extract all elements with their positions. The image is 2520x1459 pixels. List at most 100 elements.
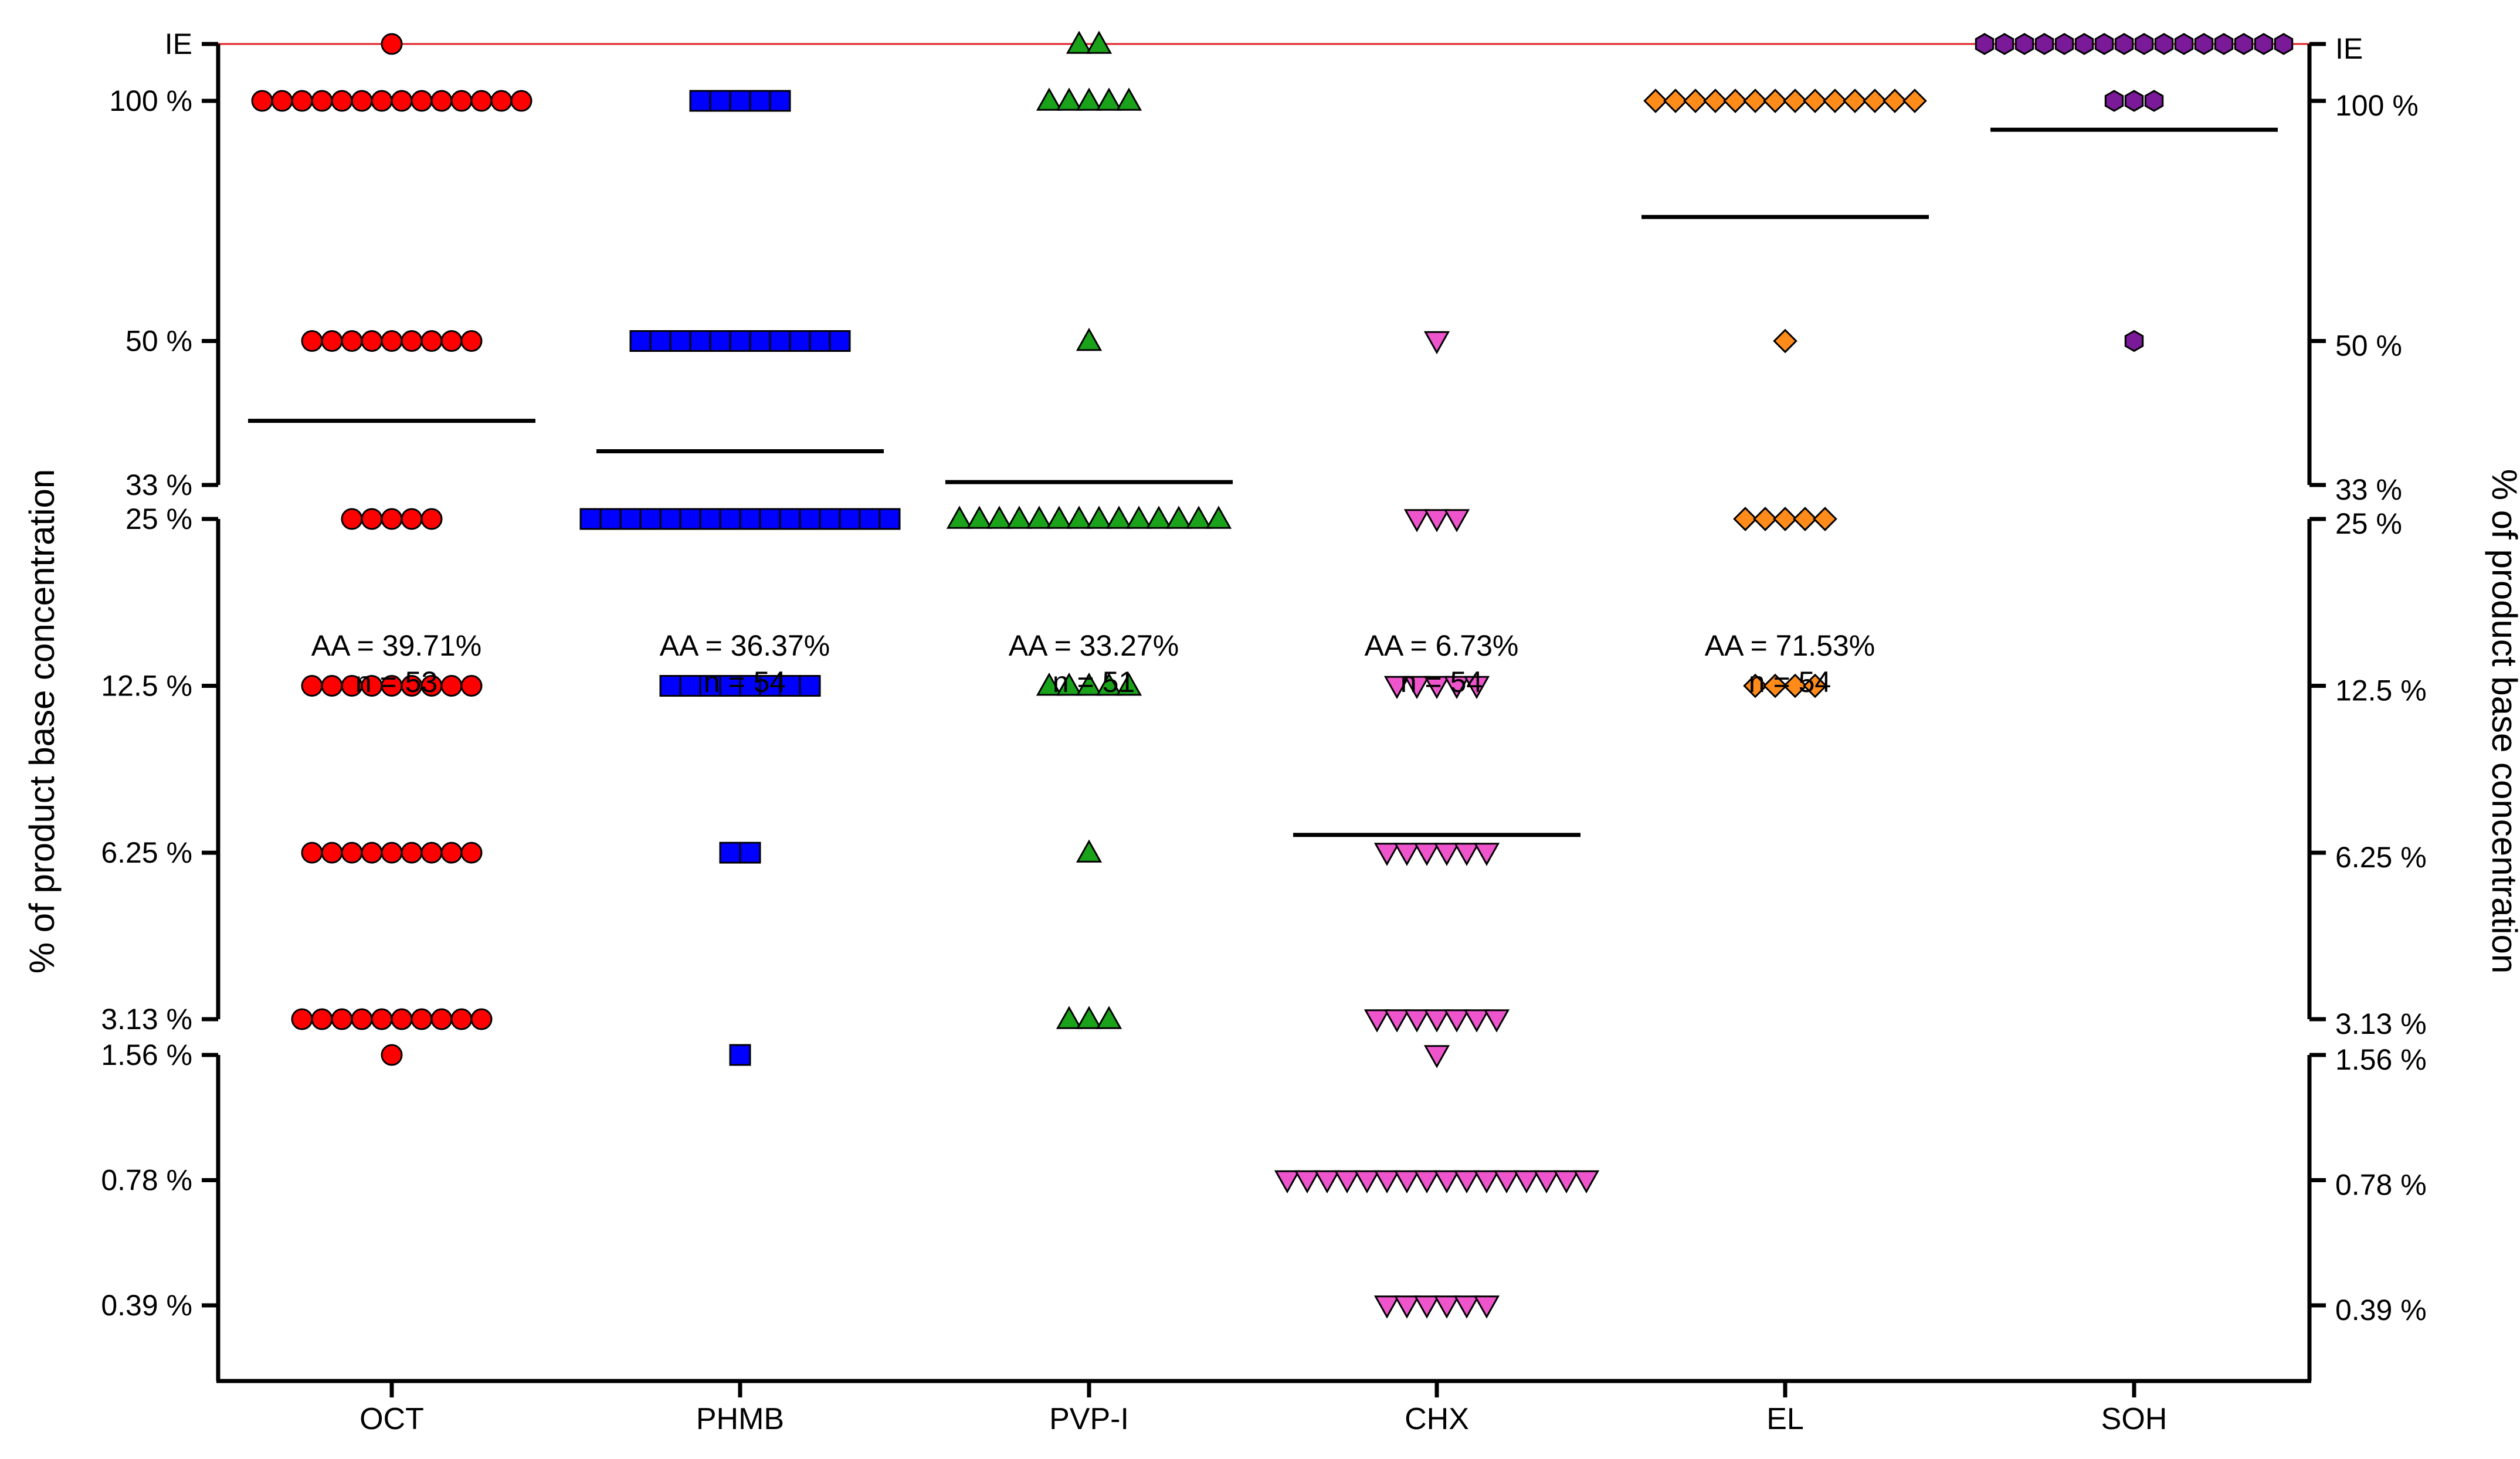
data-point-hexagon <box>2144 90 2164 112</box>
annotation-n: n = 54 <box>1749 666 1831 698</box>
data-point-diamond <box>1823 89 1847 113</box>
data-point-circle <box>251 90 273 112</box>
data-point-diamond <box>1753 507 1778 531</box>
data-point-circle <box>381 330 403 352</box>
data-point-circle <box>361 508 383 530</box>
data-point-circle <box>411 1008 433 1030</box>
data-point-circle <box>371 90 393 112</box>
data-point-triangle-down <box>1383 1009 1410 1033</box>
data-point-circle <box>381 33 403 55</box>
data-point-triangle-down <box>1373 1170 1400 1194</box>
data-point-circle <box>291 90 313 112</box>
data-point-diamond <box>1863 89 1887 113</box>
data-point-diamond <box>1723 89 1748 113</box>
data-point-circle <box>311 1008 333 1030</box>
data-point-square <box>829 330 851 352</box>
x-tick-label: EL <box>1766 1402 1804 1436</box>
data-point-triangle-up <box>1205 505 1232 529</box>
y-tick-label-right: 12.5 % <box>2335 674 2427 707</box>
data-point-circle <box>510 90 533 112</box>
data-point-triangle-up <box>1036 672 1063 696</box>
data-point-triangle-down <box>1473 1170 1500 1194</box>
data-point-square <box>729 330 751 352</box>
data-point-circle <box>291 1008 313 1030</box>
data-point-triangle-down <box>1413 843 1440 866</box>
data-point-circle <box>361 842 383 864</box>
x-tick-label: PHMB <box>696 1402 784 1436</box>
data-point-diamond <box>1763 673 1788 698</box>
data-point-circle <box>321 330 343 352</box>
data-point-triangle-up <box>1086 505 1113 529</box>
data-point-triangle-down <box>1354 1170 1381 1194</box>
data-point-circle <box>381 508 403 530</box>
data-point-square <box>619 508 642 530</box>
data-point-triangle-up <box>1125 505 1152 529</box>
data-point-square <box>779 508 801 530</box>
data-point-hexagon <box>2114 33 2134 55</box>
data-point-circle <box>440 330 463 352</box>
data-point-square <box>729 90 751 112</box>
data-point-triangle-up <box>1066 30 1093 54</box>
data-point-triangle-down <box>1443 1009 1470 1033</box>
data-point-square <box>749 90 771 112</box>
data-point-circle <box>401 330 423 352</box>
data-point-square <box>679 508 701 530</box>
axes <box>202 42 2326 1397</box>
mean-lines <box>248 127 2278 837</box>
annotation-n: n = 54 <box>704 666 786 698</box>
data-point-triangle-down <box>1463 676 1490 700</box>
y-tick-label-left: 33 % <box>126 469 192 501</box>
y-tick-label-left: 100 % <box>109 84 192 117</box>
data-point-triangle-down <box>1423 1009 1450 1033</box>
data-point-diamond <box>1683 89 1708 113</box>
data-point-circle <box>331 90 353 112</box>
data-point-circle <box>321 675 343 697</box>
series-EL <box>1643 89 1927 698</box>
y-tick-label-right: IE <box>2335 32 2363 65</box>
data-point-triangle-up <box>1105 505 1132 529</box>
data-point-triangle-down <box>1383 676 1410 700</box>
series-OCT <box>251 33 533 1066</box>
data-point-triangle-up <box>1076 327 1103 351</box>
data-point-square <box>709 90 731 112</box>
data-point-square <box>809 330 831 352</box>
data-point-diamond <box>1783 673 1807 698</box>
annotation-n: n = 53 <box>355 666 437 698</box>
data-point-circle <box>401 842 423 864</box>
data-point-hexagon <box>2094 33 2114 55</box>
data-point-hexagon <box>1975 33 1995 55</box>
data-point-square <box>879 508 901 530</box>
data-point-triangle-down <box>1423 676 1450 700</box>
data-point-circle <box>331 1008 353 1030</box>
data-point-circle <box>321 842 343 864</box>
annotation-aa: AA = 33.27% <box>1009 629 1179 662</box>
data-point-circle <box>490 90 513 112</box>
data-point-triangle-down <box>1463 1009 1490 1033</box>
data-point-circle <box>430 1008 453 1030</box>
data-point-triangle-down <box>1533 1170 1560 1194</box>
data-point-triangle-up <box>1086 30 1113 54</box>
data-point-circle <box>460 330 483 352</box>
data-point-circle <box>450 1008 473 1030</box>
data-point-triangle-down <box>1433 1170 1460 1194</box>
data-point-square <box>789 330 811 352</box>
annotation-aa: AA = 6.73% <box>1365 629 1519 662</box>
data-point-circle <box>391 1008 413 1030</box>
data-point-hexagon <box>2034 33 2054 55</box>
data-point-diamond <box>1773 328 1797 354</box>
data-point-circle <box>351 1008 373 1030</box>
data-point-diamond <box>1773 507 1797 531</box>
data-point-diamond <box>1783 89 1807 113</box>
series-PHMB <box>579 90 901 1066</box>
x-tick-label: SOH <box>2101 1402 2168 1436</box>
data-point-triangle-down <box>1473 1295 1500 1319</box>
data-point-triangle-down <box>1483 1009 1510 1033</box>
data-point-circle <box>470 1008 493 1030</box>
data-point-hexagon <box>2234 33 2254 55</box>
x-tick-label: OCT <box>359 1402 424 1436</box>
data-point-circle <box>420 842 443 864</box>
data-point-circle <box>361 330 383 352</box>
data-point-hexagon <box>2254 33 2274 55</box>
data-point-triangle-up <box>1076 672 1103 696</box>
data-point-triangle-down <box>1393 1170 1420 1194</box>
